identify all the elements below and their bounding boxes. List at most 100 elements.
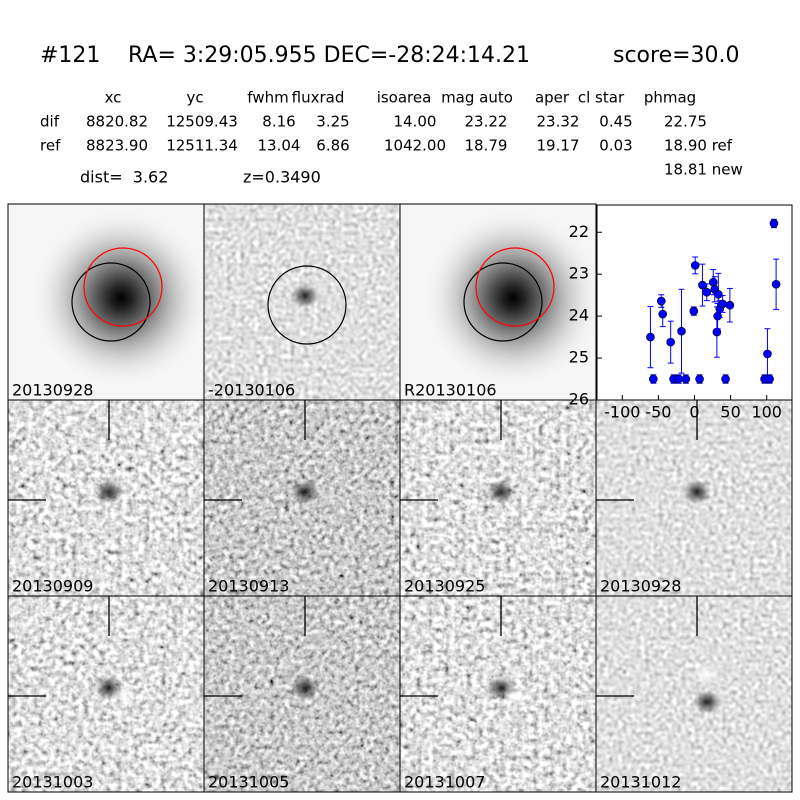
table-cell: 1042.00: [384, 137, 446, 155]
point: [763, 349, 772, 359]
distance: dist= 3.62: [80, 168, 168, 187]
point: [681, 374, 691, 384]
residual-dark: [487, 480, 515, 504]
panel-frame: [595, 595, 793, 793]
point: [690, 261, 700, 270]
column-header: fluxrad: [292, 89, 345, 107]
point: [698, 280, 707, 290]
image-panel: 20131005: [203, 595, 401, 793]
image-panel: 20130928: [7, 203, 211, 401]
point: [718, 299, 727, 309]
image-panel: 20130925: [399, 399, 597, 597]
table-cell: 23.32: [537, 113, 580, 131]
panel-label: 20130909: [12, 577, 93, 596]
aperture: [463, 262, 543, 342]
point: [713, 311, 722, 321]
image-panel: 20131003: [7, 595, 205, 793]
residual-bright: [693, 662, 719, 686]
point: [646, 332, 655, 342]
plot-bg: [596, 204, 793, 401]
image-panel: -20130106: [203, 203, 401, 401]
point: [695, 374, 704, 384]
column-header: isoarea: [377, 89, 432, 107]
image-noise: [596, 596, 792, 792]
column-header: cl star: [578, 89, 625, 107]
residual-dark: [291, 284, 319, 308]
panel-grid: 20130928 -20130106 R20130106 20130909 201309…: [7, 203, 793, 793]
table-cell: 8823.90: [86, 137, 148, 155]
residual-bright: [503, 684, 529, 708]
point: [649, 374, 658, 384]
new-mag: 18.81 new: [664, 161, 743, 179]
point: [674, 374, 683, 384]
panel-label: 20130928: [600, 577, 681, 596]
table-cell: 13.04: [258, 137, 301, 155]
galaxy: [31, 208, 211, 388]
panel-label: 20131003: [12, 773, 93, 792]
score: score=30.0: [613, 43, 740, 68]
y-tick-label: 23: [569, 264, 589, 283]
point: [765, 374, 774, 384]
table-cell: 8820.82: [86, 113, 148, 131]
image-panel: 20130928: [595, 399, 793, 597]
point: [658, 309, 668, 319]
point: [769, 219, 779, 228]
table-cell: 14.00: [394, 113, 437, 131]
column-header: xc: [105, 89, 122, 107]
table-cell: 0.03: [599, 137, 632, 155]
image-panel: R20130106: [399, 203, 603, 401]
table-cell: 18.79: [465, 137, 508, 155]
image-panel: 20130913: [203, 399, 401, 597]
x-tick-label: 0: [689, 403, 699, 422]
y-tick-label: 25: [569, 348, 589, 367]
point: [721, 374, 730, 384]
image-panel: 20130909: [7, 399, 205, 597]
light-curve: 22 23 24 25 26 -100 -50 0 50 100: [569, 204, 793, 422]
panel-label: 20130913: [208, 577, 289, 596]
object-id: #121: [40, 43, 100, 68]
image-panel: 20131007: [399, 595, 597, 793]
point: [771, 279, 781, 289]
point: [702, 287, 712, 297]
redshift: z=0.3490: [243, 168, 321, 187]
table-cell: 12511.34: [166, 137, 238, 155]
aperture: [71, 262, 151, 342]
x-tick-label: 100: [751, 403, 782, 422]
residual-dark: [291, 480, 319, 504]
y-tick-label: 22: [569, 222, 589, 241]
point: [708, 277, 718, 287]
point: [689, 306, 699, 316]
residual-bright: [111, 684, 137, 708]
point: [677, 326, 686, 336]
x-tick-label: -50: [645, 403, 671, 422]
residual-dark: [693, 690, 721, 714]
aperture: [267, 265, 347, 345]
table-cell: 6.86: [316, 137, 349, 155]
panel-label: -20130106: [208, 381, 295, 400]
point: [714, 290, 723, 299]
table-cell: ref: [40, 137, 61, 155]
table-cell: 3.25: [316, 113, 349, 131]
aperture-ref: [475, 247, 555, 327]
table-cell: 12509.43: [166, 113, 238, 131]
panel-label: 20130928: [12, 381, 93, 400]
residual-dark: [683, 480, 711, 504]
table-cell: 0.45: [599, 113, 632, 131]
residual-dark: [291, 676, 319, 700]
aperture-ref: [83, 247, 163, 327]
column-header: fwhm: [247, 89, 288, 107]
x-tick-label: -100: [604, 403, 640, 422]
table-cell: 23.22: [465, 113, 508, 131]
coordinates: RA= 3:29:05.955 DEC=-28:24:14.21: [128, 43, 530, 68]
table-cell: 8.16: [262, 113, 295, 131]
y-tick-label: 24: [569, 306, 589, 325]
point: [666, 337, 675, 347]
column-header: mag auto: [441, 89, 513, 107]
point: [725, 300, 735, 310]
column-header: aper: [535, 89, 570, 107]
panel-label: 20131007: [404, 773, 485, 792]
y-tick-label: 26: [569, 390, 589, 409]
galaxy: [423, 208, 603, 388]
x-tick-label: 50: [720, 403, 740, 422]
